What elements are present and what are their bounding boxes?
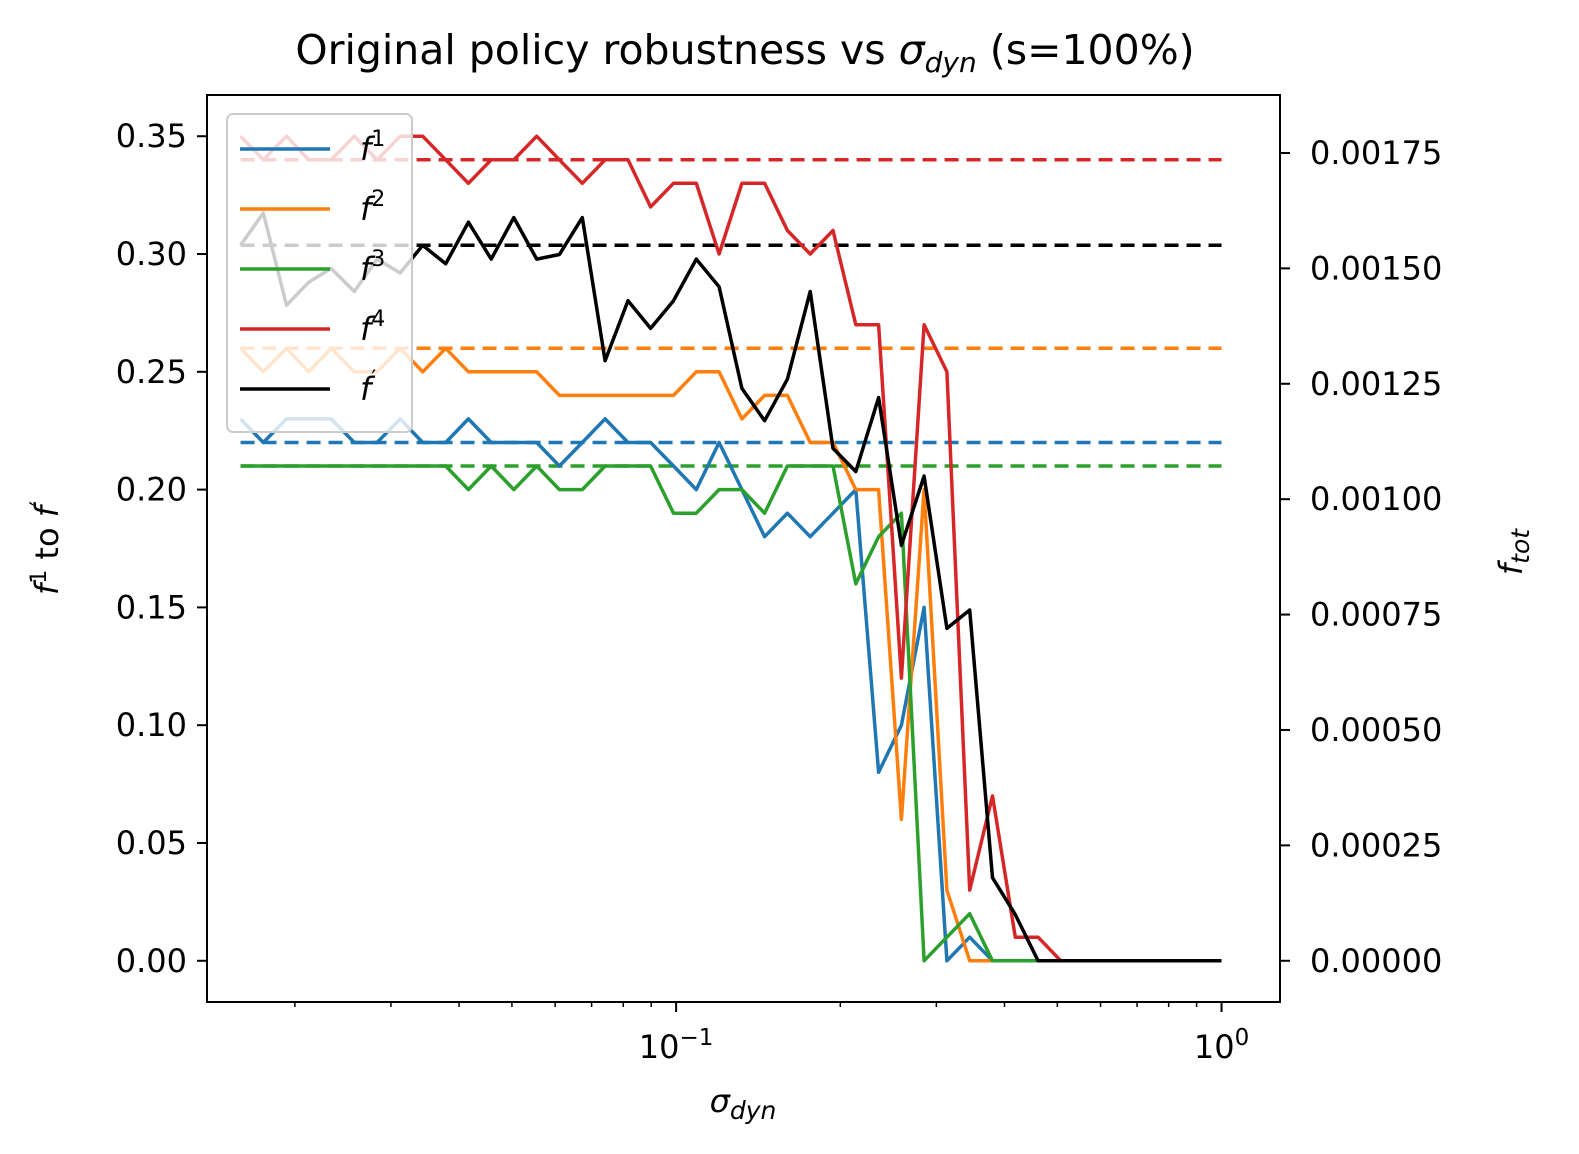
y-left-tick-label: 0.25 — [116, 353, 187, 391]
y-right-tick-label: 0.00000 — [1310, 942, 1442, 980]
x-axis-label: σdyn — [710, 1082, 777, 1125]
x-tick-label: 10−1 — [639, 1025, 714, 1066]
plot-area — [206, 94, 1281, 1003]
y-right-tick-label: 0.00150 — [1310, 249, 1442, 287]
x-tick-group: 10−1 100 — [294, 1002, 1249, 1066]
y-right-tick-label: 0.00025 — [1310, 826, 1442, 864]
y-right-tick-label: 0.00075 — [1310, 596, 1442, 634]
chart-title: Original policy robustness vs σdyn (s=10… — [295, 26, 1194, 79]
x-tick-label: 100 — [1194, 1025, 1249, 1066]
y-right-tick-label: 0.00175 — [1310, 134, 1442, 172]
y-left-tick-label: 0.35 — [116, 117, 187, 155]
y-axis-right-label: ftot — [1492, 528, 1535, 575]
legend-box — [226, 113, 413, 433]
y-right-tick-label: 0.00125 — [1310, 365, 1442, 403]
y-left-tick-label: 0.20 — [116, 471, 187, 509]
y-right-tick-label: 0.00050 — [1310, 711, 1442, 749]
y-left-tick-label: 0.00 — [116, 942, 187, 980]
y-left-tick-label: 0.30 — [116, 235, 187, 273]
y-right-tick-label: 0.00100 — [1310, 480, 1442, 518]
y-tick-left-group: 0.00 0.05 0.10 0.15 0.20 0.25 0.30 0.35 — [116, 117, 207, 980]
y-tick-right-group: 0.00000 0.00025 0.00050 0.00075 0.00100 0.001… — [1280, 134, 1442, 980]
y-left-tick-label: 0.15 — [116, 588, 187, 626]
y-left-tick-label: 0.05 — [116, 824, 187, 862]
y-left-tick-label: 0.10 — [116, 706, 187, 744]
